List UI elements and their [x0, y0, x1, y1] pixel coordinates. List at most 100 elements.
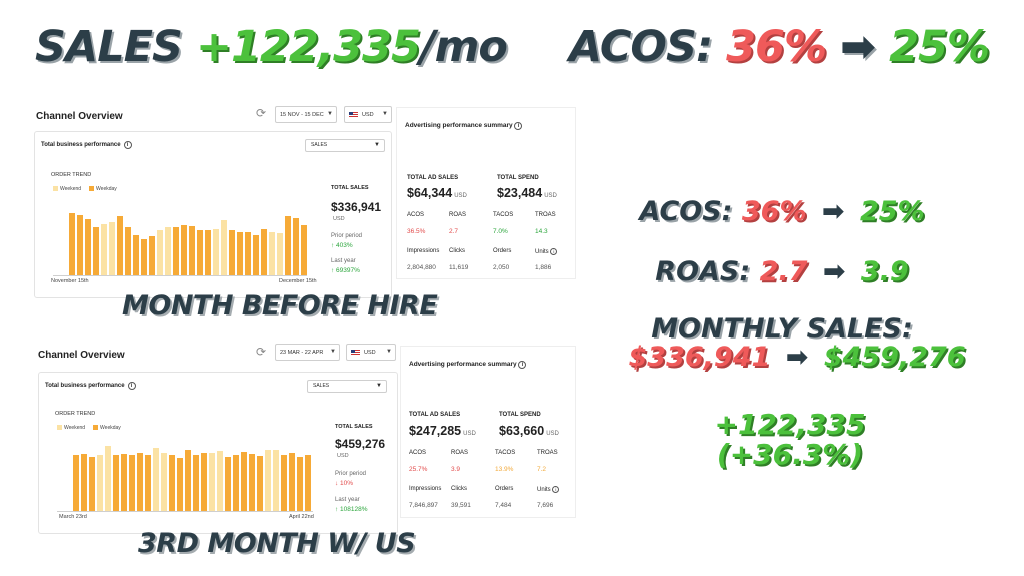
roas-label: ROAS [451, 450, 469, 456]
caption-after: 3RD MONTH W/ US [138, 528, 416, 559]
info-icon[interactable]: i [552, 486, 560, 493]
chart-baseline [57, 511, 313, 512]
legend-weekend: Weekend [53, 186, 81, 192]
total-sales-value: $336,941 [331, 200, 382, 214]
bar-17 [197, 229, 203, 275]
info-icon[interactable]: i [127, 382, 136, 390]
metric-select[interactable]: SALES ▼ [305, 139, 385, 152]
order-trend-label: ORDER TREND [51, 172, 92, 178]
headline-arrow-icon: ➡ [840, 22, 876, 72]
bar-4 [97, 454, 103, 511]
headline-sales-unit: /mo [419, 22, 508, 72]
adv-title: Advertising performance summary i [409, 361, 527, 369]
right-acos-label: ACOS: [639, 196, 733, 227]
order-trend-bars [69, 203, 307, 275]
right-roas-label: ROAS: [655, 256, 751, 287]
tacos-label: TACOS [493, 212, 514, 218]
us-flag-icon [351, 349, 360, 356]
impressions-value: 7,846,897 [409, 502, 438, 509]
before-channel-overview: Channel Overview ⟳ 15 NOV - 15 DEC ▼ USD… [30, 103, 392, 298]
bar-2 [77, 214, 83, 275]
x-axis-end: April 22nd [289, 514, 314, 520]
after-channel-overview: Channel Overview ⟳ 23 MAR - 22 APR ▼ USD… [32, 342, 398, 534]
info-icon[interactable]: i [514, 122, 523, 130]
bar-25 [261, 228, 267, 275]
refresh-icon[interactable]: ⟳ [256, 106, 267, 120]
right-monthly-sales-stat: $336,941 ➡ $459,276 [602, 342, 992, 373]
bar-18 [205, 229, 211, 275]
bar-25 [265, 450, 271, 511]
bar-11 [153, 448, 159, 511]
bar-11 [149, 236, 155, 275]
bar-4 [93, 227, 99, 275]
bar-21 [233, 454, 239, 511]
impressions-label: Impressions [407, 248, 440, 254]
date-range-value: 15 NOV - 15 DEC [280, 111, 324, 118]
chart-baseline [53, 275, 307, 276]
info-icon[interactable]: i [518, 361, 527, 369]
total-ad-sales-label: TOTAL AD SALES [409, 412, 461, 418]
impressions-label: Impressions [409, 486, 442, 492]
bar-16 [193, 455, 199, 511]
bar-29 [293, 218, 299, 275]
orders-value: 7,484 [495, 502, 512, 509]
tacos-label: TACOS [495, 450, 516, 456]
metric-select[interactable]: SALES ▼ [307, 380, 387, 393]
tacos-value: 13.9% [495, 466, 514, 473]
roas-value: 2.7 [449, 228, 459, 235]
refresh-icon[interactable]: ⟳ [256, 345, 267, 359]
right-monthly-from: $336,941 [628, 342, 771, 373]
clicks-value: 39,591 [451, 502, 471, 509]
chevron-down-icon: ▼ [327, 111, 333, 117]
currency-select[interactable]: USD ▼ [346, 344, 396, 361]
clicks-label: Clicks [449, 248, 465, 254]
bar-1 [73, 454, 79, 511]
info-icon[interactable]: i [550, 248, 558, 255]
channel-overview-title: Channel Overview [36, 111, 123, 122]
bar-1 [69, 213, 75, 275]
legend-weekday: Weekday [93, 425, 121, 431]
bar-2 [81, 453, 87, 511]
prior-period-label: Prior period [335, 471, 367, 477]
clicks-label: Clicks [451, 486, 467, 492]
bar-19 [213, 228, 219, 275]
bar-20 [225, 456, 231, 511]
troas-label: TROAS [537, 450, 558, 456]
right-monthly-to: $459,276 [823, 342, 966, 373]
right-acos-stat: ACOS: 36% ➡ 25% [612, 196, 952, 227]
bar-22 [241, 451, 247, 511]
bar-24 [253, 234, 259, 275]
bar-15 [181, 225, 187, 275]
right-acos-to: 25% [859, 196, 925, 227]
acos-label: ACOS [407, 212, 425, 218]
bar-7 [121, 453, 127, 511]
headline-acos-from: 36% [726, 22, 827, 72]
impressions-value: 2,804,880 [407, 264, 436, 271]
last-year-value: ↑ 108128% [335, 506, 368, 513]
right-gain-pct: (+36.3%) [716, 438, 864, 471]
headline-sales-label: SALES [35, 22, 183, 72]
info-icon[interactable]: i [123, 141, 132, 149]
bar-20 [221, 220, 227, 275]
acos-value: 25.7% [409, 466, 428, 473]
bar-15 [185, 449, 191, 511]
prior-period-value: ↑ 403% [331, 242, 353, 249]
troas-value: 14.3 [535, 228, 548, 235]
x-axis-start: November 15th [51, 278, 89, 284]
right-acos-from: 36% [741, 196, 807, 227]
bar-5 [105, 446, 111, 511]
date-range-select[interactable]: 23 MAR - 22 APR ▼ [275, 344, 340, 361]
bar-6 [113, 454, 119, 511]
currency-select[interactable]: USD ▼ [344, 106, 392, 123]
headline: SALES +122,335/mo ACOS: 36% ➡ 25% [0, 22, 1024, 72]
bar-13 [169, 454, 175, 511]
metric-select-value: SALES [311, 142, 328, 148]
bar-5 [101, 223, 107, 275]
us-flag-icon [349, 111, 358, 118]
total-sales-unit: USD [333, 216, 345, 222]
total-spend-value: $23,484 USD [497, 186, 557, 200]
tacos-value: 7.0% [493, 228, 508, 235]
caption-before: MONTH BEFORE HIRE [122, 290, 438, 321]
date-range-select[interactable]: 15 NOV - 15 DEC ▼ [275, 106, 337, 123]
chevron-down-icon: ▼ [386, 349, 392, 355]
